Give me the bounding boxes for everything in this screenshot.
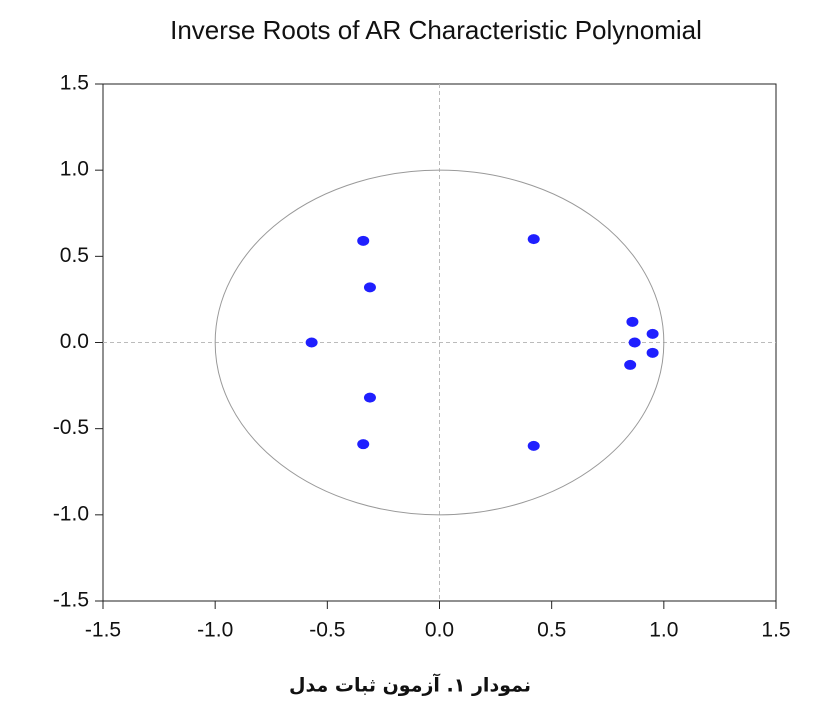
root-point xyxy=(528,234,540,244)
root-point xyxy=(629,338,641,348)
y-tick-label: -1.5 xyxy=(53,589,89,612)
root-point xyxy=(357,439,369,449)
caption: نمودار ۱. آزمون ثبات مدل xyxy=(289,673,531,697)
x-tick-label: 0.0 xyxy=(425,619,454,642)
y-tick-label: 1.5 xyxy=(60,72,89,95)
y-tick-label: 0.5 xyxy=(60,244,89,267)
root-point xyxy=(364,282,376,292)
y-tick-label: 0.0 xyxy=(60,330,89,353)
root-point xyxy=(306,338,318,348)
x-tick-label: -1.0 xyxy=(197,619,233,642)
root-point xyxy=(528,441,540,451)
root-point xyxy=(357,236,369,246)
root-point xyxy=(647,348,659,358)
y-tick-label: -1.0 xyxy=(53,502,89,525)
x-tick-label: 0.5 xyxy=(537,619,566,642)
x-tick-label: -1.5 xyxy=(85,619,121,642)
y-tick-label: -0.5 xyxy=(53,416,89,439)
page: {"chart_data": {"type": "scatter", "titl… xyxy=(0,0,820,711)
root-point xyxy=(626,317,638,327)
root-point xyxy=(647,329,659,339)
x-tick-label: 1.0 xyxy=(649,619,678,642)
root-point xyxy=(624,360,636,370)
y-tick-label: 1.0 xyxy=(60,158,89,181)
chart: Inverse Roots of AR Characteristic Polyn… xyxy=(0,0,820,711)
x-tick-label: 1.5 xyxy=(761,619,790,642)
chart-title: Inverse Roots of AR Characteristic Polyn… xyxy=(170,15,702,45)
root-point xyxy=(364,393,376,403)
x-tick-label: -0.5 xyxy=(309,619,345,642)
